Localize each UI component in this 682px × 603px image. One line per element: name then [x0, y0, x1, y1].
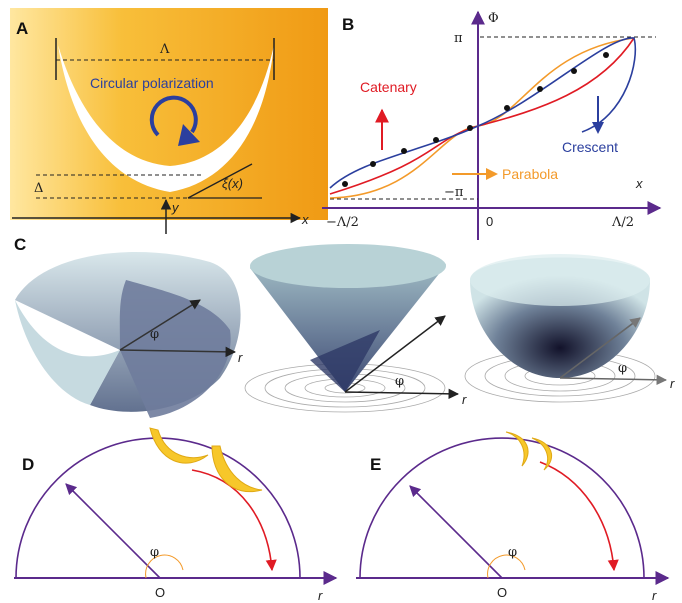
- panel-e-red-arc: [539, 461, 619, 572]
- spiral-phi-label: φ: [150, 327, 159, 342]
- rotation-arrow-head: [178, 124, 200, 146]
- panel-a-label: A: [16, 19, 28, 38]
- bowl-r-axis: [559, 374, 668, 386]
- panel-d-phi-label: φ: [150, 545, 159, 560]
- rotation-arrow: [149, 95, 198, 137]
- panel-a-y-label: y: [171, 200, 180, 215]
- spiral-r-label: r: [238, 350, 243, 365]
- bowl-r-label: r: [670, 376, 675, 391]
- spiral-surface: [15, 251, 241, 418]
- sample-point: [370, 161, 376, 167]
- catenary-curve: [329, 37, 635, 195]
- zero-label: 0: [486, 214, 493, 229]
- panel-b-label: B: [342, 15, 354, 34]
- sample-point: [571, 68, 577, 74]
- panel-e-label: E: [370, 455, 381, 474]
- bowl-phi-label: φ: [618, 361, 627, 376]
- panel-d-radius-arrow: [65, 483, 161, 579]
- cone-tilted-arrow: [344, 315, 446, 393]
- bowl-tilted-arrow: [559, 317, 641, 379]
- x-min-label: −Λ/2: [326, 215, 359, 230]
- crescent-arrow-head: [592, 122, 604, 134]
- parabola-label: Parabola: [502, 166, 558, 182]
- spiral-r-axis: [119, 346, 237, 358]
- sample-point: [504, 105, 510, 111]
- panel-d-label: D: [22, 455, 34, 474]
- sample-point: [467, 125, 473, 131]
- pi-label: π: [454, 31, 463, 46]
- sample-points: [342, 52, 609, 187]
- panel-e-phi-label: φ: [508, 545, 517, 560]
- crescent-label: Crescent: [562, 139, 618, 155]
- minus-pi-label: −π: [444, 185, 464, 200]
- panel-e-r-label: r: [652, 588, 657, 603]
- panel-e-crescent-2: [531, 437, 553, 471]
- cone-r-axis: [344, 388, 460, 400]
- crescent-element: [58, 45, 274, 192]
- sample-point: [603, 52, 609, 58]
- panel-d: D φ O r: [14, 427, 338, 603]
- panel-d-r-label: r: [318, 588, 323, 603]
- sample-point: [433, 137, 439, 143]
- catenary-label: Catenary: [360, 79, 417, 95]
- panel-d-origin-label: O: [155, 585, 165, 600]
- crescent-curve: [329, 37, 637, 189]
- panel-e-semicircle: [359, 437, 645, 579]
- panel-a: Λ Circular polarization Δ ξ(x) x y A: [10, 8, 328, 234]
- cone-surface: [244, 244, 460, 413]
- sample-point: [342, 181, 348, 187]
- panel-e: E φ O r: [356, 431, 670, 603]
- delta-label: Δ: [34, 181, 43, 196]
- lambda-label: Λ: [159, 42, 170, 57]
- panel-e-crescent-1: [505, 431, 529, 467]
- circular-polarization-label: Circular polarization: [90, 75, 214, 91]
- panel-b-x-label: x: [635, 176, 643, 191]
- panel-d-crescent-1: [149, 427, 209, 464]
- panel-d-angle-arc: [145, 554, 184, 579]
- cone-phi-label: φ: [395, 374, 404, 389]
- panel-e-angle-arc: [487, 554, 526, 579]
- tangent-line: [187, 163, 253, 199]
- bowl-surface: [464, 254, 668, 403]
- panel-c-label: C: [14, 235, 26, 254]
- sample-point: [401, 148, 407, 154]
- panel-b: B Φ π −π x 0 −Λ/2 Λ/2 Catenary: [322, 10, 662, 240]
- panel-a-x-label: x: [301, 212, 309, 227]
- x-max-label: Λ/2: [611, 215, 634, 230]
- panel-d-red-arc: [191, 469, 277, 572]
- xi-label: ξ(x): [222, 176, 243, 191]
- cone-r-label: r: [462, 392, 467, 407]
- panel-c: C φ r φ r: [14, 235, 675, 418]
- phi-axis-label: Φ: [488, 11, 499, 26]
- panel-d-crescent-2: [211, 445, 263, 493]
- parabola-arrow-head: [486, 168, 498, 180]
- panel-e-radius-arrow: [409, 485, 503, 579]
- sample-point: [537, 86, 543, 92]
- panel-e-origin-label: O: [497, 585, 507, 600]
